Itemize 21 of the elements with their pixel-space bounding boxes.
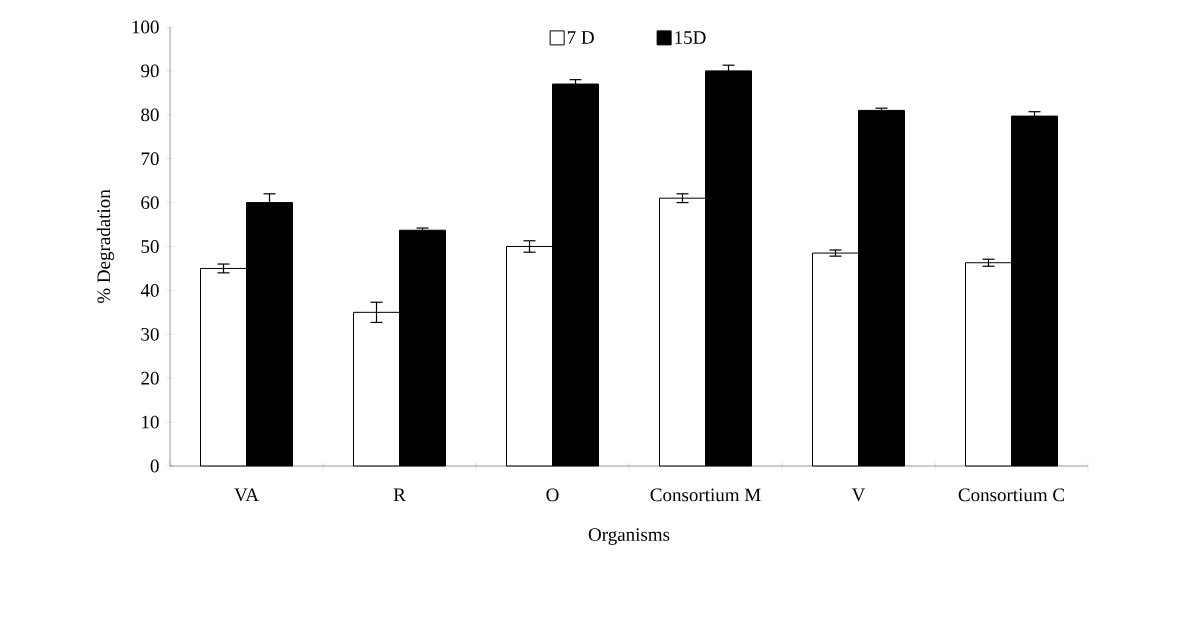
y-tick-label: 70 bbox=[141, 152, 159, 166]
x-tick-label: Consortium C bbox=[958, 488, 1065, 502]
y-tick-label: 60 bbox=[141, 196, 159, 209]
y-tick-label: 20 bbox=[141, 371, 159, 385]
y-tick-label: 40 bbox=[140, 283, 159, 297]
y-tick-label: 10 bbox=[142, 415, 159, 429]
y-tick-label: 80 bbox=[141, 108, 159, 122]
y-tick-label: 50 bbox=[141, 240, 159, 253]
x-axis-title: Organisms bbox=[588, 528, 670, 545]
y-tick-label: 0 bbox=[150, 459, 159, 473]
x-tick-label: R bbox=[393, 488, 406, 501]
y-tick-label: 30 bbox=[141, 327, 159, 341]
y-tick-label: 100 bbox=[132, 20, 159, 34]
x-tick-label: V bbox=[851, 488, 866, 502]
y-axis-title: % Degradation bbox=[96, 189, 115, 304]
legend-label: 7 D bbox=[567, 31, 594, 44]
x-tick-label: O bbox=[546, 488, 559, 502]
x-tick-label: VA bbox=[234, 488, 259, 502]
y-tick-label: 90 bbox=[141, 64, 159, 78]
x-tick-label: Consortium M bbox=[650, 488, 761, 502]
legend-label: 15D bbox=[675, 31, 706, 44]
